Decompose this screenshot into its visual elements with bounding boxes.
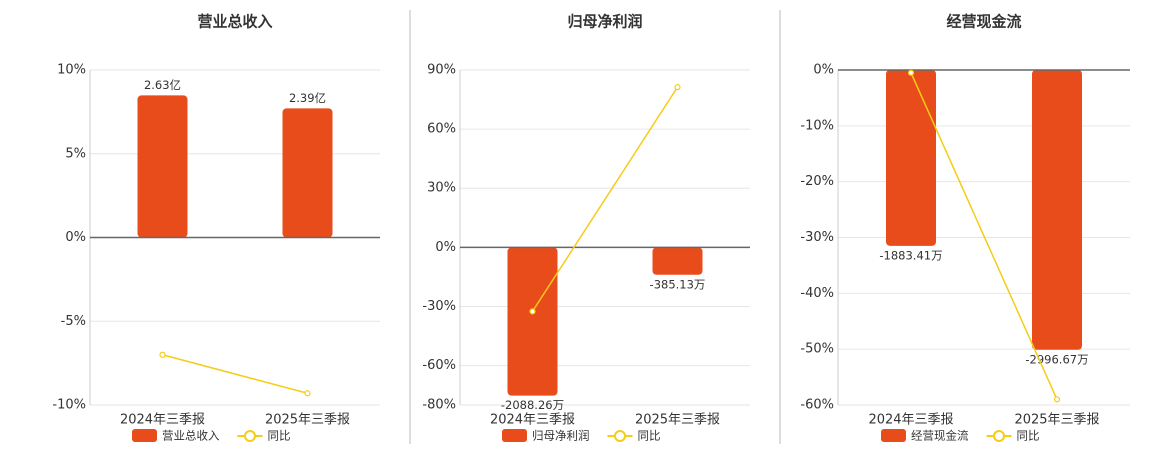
bar xyxy=(282,108,333,238)
y-tick-label: 30% xyxy=(427,181,456,196)
line-point xyxy=(529,308,536,315)
legend-label: 营业总收入 xyxy=(162,429,220,443)
bar xyxy=(1032,70,1082,350)
x-tick-label: 2024年三季报 xyxy=(490,413,575,428)
y-tick-label: -40% xyxy=(800,286,834,301)
y-tick-label: 60% xyxy=(427,122,456,137)
value-label: -2996.67万 xyxy=(1025,352,1088,366)
legend-label: 同比 xyxy=(1017,429,1040,443)
y-tick-label: -80% xyxy=(422,398,456,413)
y-tick-label: 5% xyxy=(65,146,86,161)
y-tick-label: -5% xyxy=(61,314,86,329)
value-label: -1883.41万 xyxy=(879,248,942,262)
chart-title: 经营现金流 xyxy=(946,13,1021,31)
y-tick-label: 0% xyxy=(813,63,834,78)
line-point xyxy=(674,84,681,91)
bar xyxy=(886,70,936,246)
line-point xyxy=(304,390,311,397)
bar xyxy=(507,247,558,396)
line xyxy=(162,354,308,394)
y-tick-label: -10% xyxy=(800,118,834,133)
bar xyxy=(137,95,188,238)
legend-swatch xyxy=(614,430,626,442)
y-tick-label: -50% xyxy=(800,342,834,357)
y-tick-label: 0% xyxy=(435,240,456,255)
legend-swatch xyxy=(244,430,256,442)
y-tick-label: -60% xyxy=(422,358,456,373)
line xyxy=(531,86,679,312)
legend-label: 同比 xyxy=(638,429,661,443)
value-label: -2088.26万 xyxy=(501,398,564,412)
legend-swatch xyxy=(993,430,1005,442)
y-tick-label: -20% xyxy=(800,174,834,189)
value-label: -385.13万 xyxy=(650,277,706,291)
chart-title: 归母净利润 xyxy=(567,13,642,31)
x-tick-label: 2025年三季报 xyxy=(265,413,350,428)
x-tick-label: 2025年三季报 xyxy=(1014,413,1099,428)
y-tick-label: -10% xyxy=(52,398,86,413)
legend-label: 归母净利润 xyxy=(532,429,590,443)
chart-title: 营业总收入 xyxy=(197,13,272,31)
legend-swatch xyxy=(502,429,527,442)
y-tick-label: -30% xyxy=(422,299,456,314)
x-tick-label: 2025年三季报 xyxy=(635,413,720,428)
value-label: 2.39亿 xyxy=(289,91,326,105)
y-tick-label: 0% xyxy=(65,230,86,245)
line-point xyxy=(907,69,915,76)
legend-label: 经营现金流 xyxy=(911,429,969,443)
value-label: 2.63亿 xyxy=(144,78,181,92)
line xyxy=(910,72,1058,400)
line-point xyxy=(1053,396,1061,403)
x-tick-label: 2024年三季报 xyxy=(868,413,953,428)
y-tick-label: 90% xyxy=(427,63,456,78)
line-point xyxy=(159,351,166,358)
y-tick-label: -60% xyxy=(800,398,834,413)
y-tick-label: 10% xyxy=(57,63,86,78)
legend-label: 同比 xyxy=(268,429,291,443)
bar xyxy=(652,247,703,275)
legend-swatch xyxy=(132,429,157,442)
legend-swatch xyxy=(881,429,906,442)
x-tick-label: 2024年三季报 xyxy=(120,413,205,428)
y-tick-label: -30% xyxy=(800,230,834,245)
